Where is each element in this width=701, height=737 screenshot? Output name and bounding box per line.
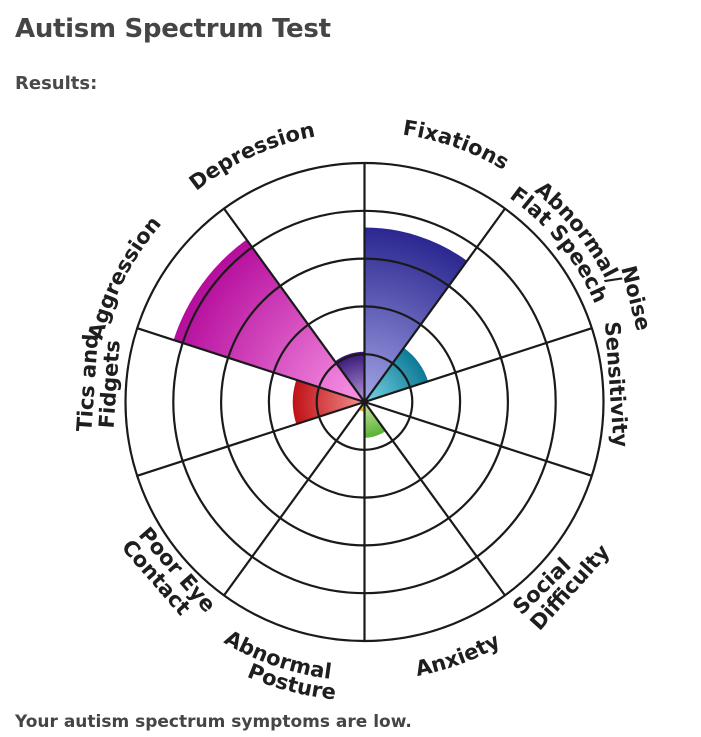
center-dot <box>361 398 368 406</box>
label-aggression: Aggression <box>84 212 166 342</box>
grid-spoke <box>363 401 506 597</box>
label-anxiety: Anxiety <box>413 628 504 681</box>
sector-depression <box>334 351 365 402</box>
result-message: Your autism spectrum symptoms are low. <box>15 712 412 732</box>
chart-grid <box>124 161 605 643</box>
label-noise-line2: Sensitivity <box>600 321 633 449</box>
results-heading: Results: <box>15 73 98 94</box>
sector-abnormal-flat-speech <box>364 347 429 402</box>
sector-tics-and-fidgets <box>292 379 365 425</box>
grid-spoke <box>136 400 365 477</box>
page-title: Autism Spectrum Test <box>15 14 331 44</box>
grid-spoke <box>223 207 366 403</box>
sector-fixations <box>364 227 468 402</box>
grid-spoke <box>364 327 593 404</box>
label-fixations: Fixations <box>401 116 513 175</box>
grid-spoke <box>136 327 365 404</box>
sector-aggression <box>173 239 365 402</box>
label-depression: Depression <box>185 118 317 195</box>
grid-spoke <box>223 401 366 597</box>
label-tics-line2: Fidgets <box>95 339 125 429</box>
grid-spoke <box>363 207 506 403</box>
chart-sectors <box>173 227 468 438</box>
grid-spoke <box>364 400 593 477</box>
